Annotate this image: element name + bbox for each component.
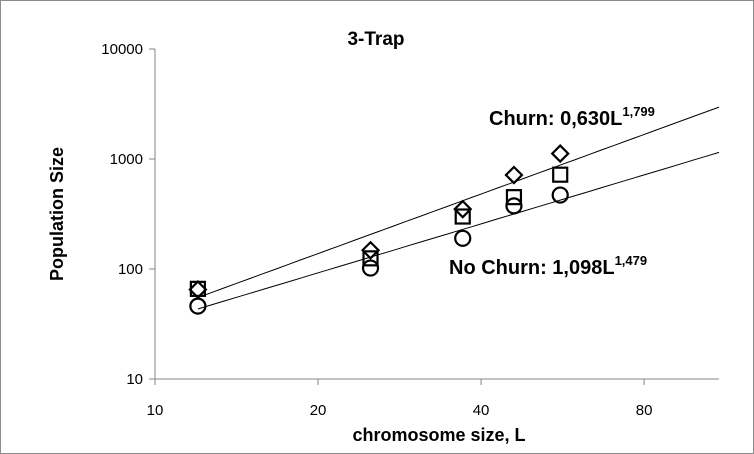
trendlines — [197, 106, 720, 310]
diamond-marker — [453, 199, 473, 219]
diamond-marker — [550, 144, 570, 164]
y-tick-label: 100 — [118, 261, 143, 278]
chart-title: 3-Trap — [347, 29, 404, 50]
annotation-nochurn-exponent: 1,479 — [615, 253, 648, 268]
annotation-nochurn-text: No Churn: 1,098L — [449, 257, 615, 279]
y-tick-label: 1000 — [110, 151, 143, 168]
data-markers — [188, 144, 570, 315]
square-marker — [454, 208, 471, 225]
square-marker — [362, 250, 379, 267]
y-axis-title: Population Size — [47, 147, 67, 281]
diamond-marker — [360, 240, 381, 260]
circle-marker — [189, 297, 207, 315]
x-axis-title: chromosome size, L — [352, 425, 525, 445]
square-marker — [552, 166, 569, 183]
annotation-churn-text: Churn: 0,630L — [489, 108, 622, 130]
y-tick-label: 10 — [126, 371, 143, 388]
annotation-nochurn: No Churn: 1,098L1,479 — [449, 253, 647, 279]
circle-marker — [454, 229, 472, 247]
trendline — [197, 151, 720, 310]
diamond-marker — [504, 165, 524, 185]
circle-marker — [551, 186, 569, 204]
annotation-churn: Churn: 0,630L1,799 — [489, 104, 655, 130]
annotation-churn-exponent: 1,799 — [622, 104, 655, 119]
x-tick-label: 80 — [636, 402, 653, 419]
square-marker — [189, 280, 206, 297]
square-marker — [505, 189, 523, 206]
axes: 10 100 1000 10000 10 20 40 80 — [101, 41, 719, 419]
y-tick-label: 10000 — [101, 41, 143, 58]
x-tick-label: 20 — [310, 402, 327, 419]
circle-marker — [361, 259, 380, 277]
x-tick-label: 40 — [473, 402, 490, 419]
trendline — [197, 106, 720, 298]
x-tick-label: 10 — [147, 402, 164, 419]
circle-marker — [505, 197, 523, 215]
